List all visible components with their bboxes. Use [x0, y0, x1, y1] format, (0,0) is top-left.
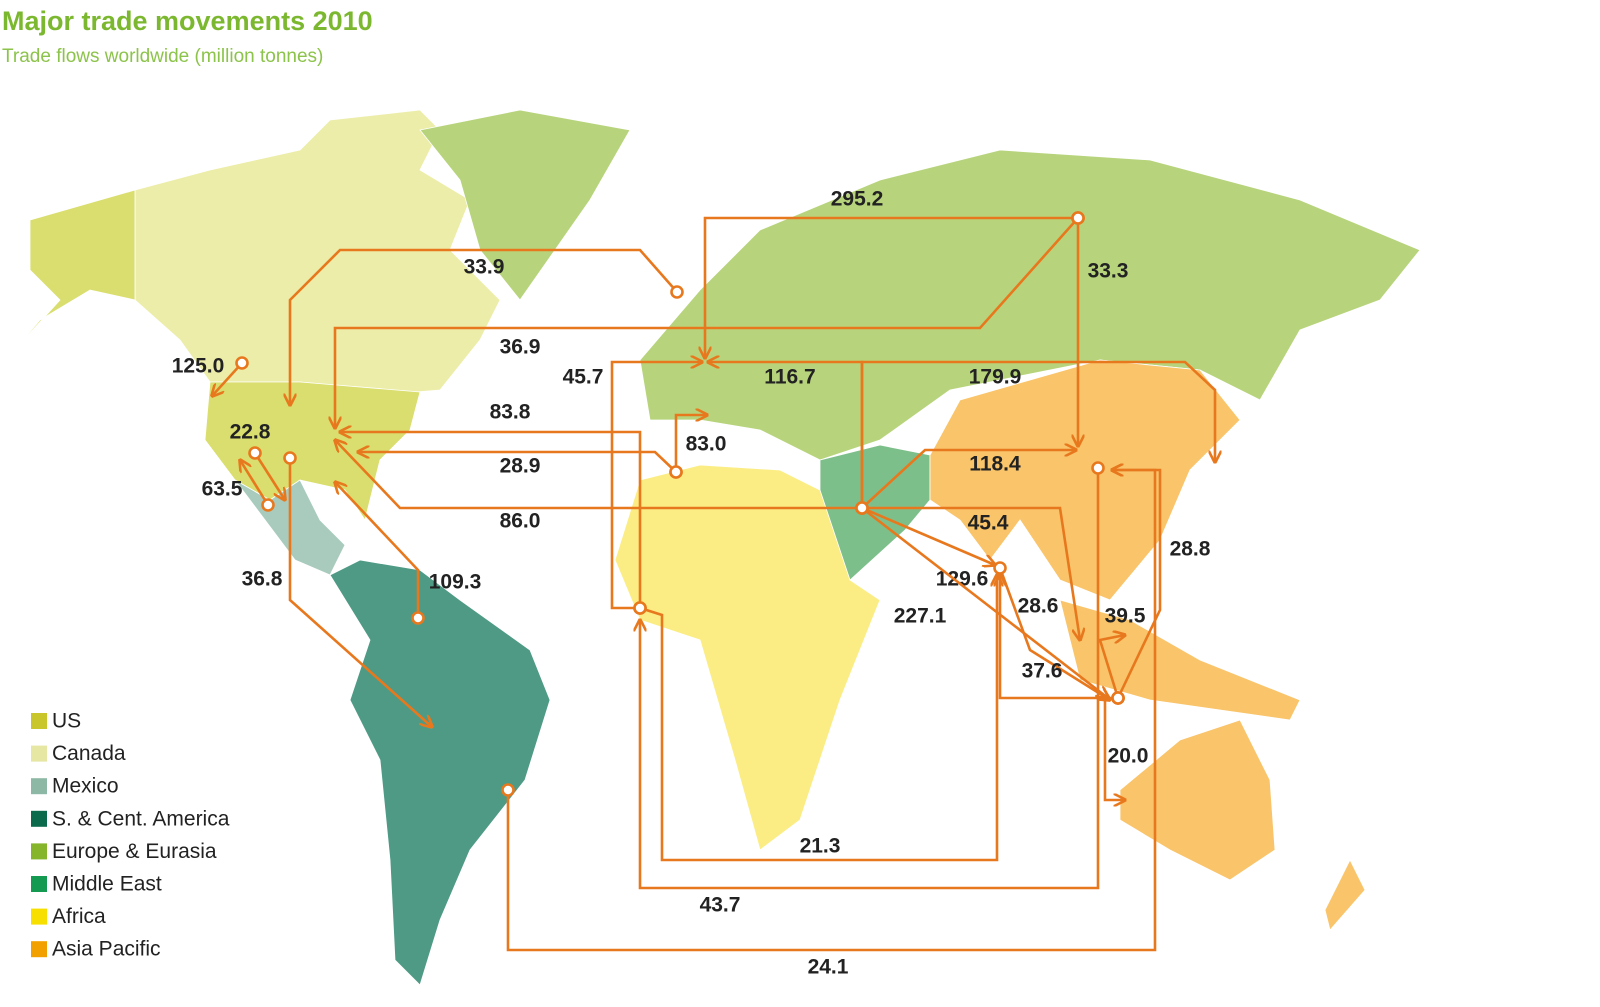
flow-origin	[248, 446, 262, 460]
flow-label: 109.3	[429, 571, 482, 594]
legend-label: Asia Pacific	[52, 938, 161, 961]
flow-arrow	[610, 362, 702, 610]
flow-label: 45.4	[968, 512, 1009, 535]
flow-label: 36.9	[500, 336, 541, 359]
subtitle: Trade flows worldwide (million tonnes)	[2, 46, 323, 67]
title: Major trade movements 2010	[2, 6, 373, 36]
flow-arrow	[862, 506, 1080, 640]
flow-arrow	[861, 450, 1076, 509]
flow-label: 33.9	[464, 256, 505, 279]
flow-label: 118.4	[969, 453, 1021, 476]
flow-arrow	[998, 567, 1110, 700]
flow-label: 86.0	[500, 510, 541, 533]
flow-arrow	[240, 460, 270, 506]
flow-arrow	[253, 452, 285, 500]
flow-arrow	[358, 452, 677, 473]
flow-origin	[633, 601, 647, 615]
flow-origin	[1071, 211, 1085, 225]
flow-label: 20.0	[1108, 745, 1149, 768]
flow-label: 22.8	[230, 421, 271, 444]
flow-label: 21.3	[800, 835, 841, 858]
flow-arrow	[1098, 635, 1125, 699]
flow-label: 83.0	[686, 433, 727, 456]
flow-label: 129.6	[936, 568, 989, 591]
flow-arrow	[860, 360, 1215, 508]
flow-arrow	[340, 432, 642, 608]
flow-arrow	[288, 458, 432, 727]
flow-label: 24.1	[808, 956, 849, 979]
flow-origin	[669, 465, 683, 479]
flow-arrow	[674, 415, 707, 472]
flow-label: 36.8	[242, 568, 283, 591]
legend-swatch	[31, 713, 47, 729]
flow-label: 83.8	[490, 401, 531, 424]
flow-origin	[1111, 691, 1125, 705]
legend-swatch	[31, 778, 47, 795]
legend-swatch	[31, 745, 47, 762]
legend: US Canada Mexico S. & Cent. America Europe &…	[31, 710, 230, 961]
flow-label: 39.5	[1105, 605, 1146, 628]
legend-swatch	[31, 810, 47, 827]
legend-swatch	[31, 843, 47, 860]
flow-arrow	[861, 506, 1108, 698]
flow-arrow	[861, 506, 995, 565]
flow-label: 43.7	[700, 894, 741, 917]
flow-origin	[501, 783, 515, 797]
flow-origin	[993, 561, 1007, 575]
flow-label: 45.7	[563, 366, 604, 389]
flow-arrow	[335, 440, 862, 510]
legend-label: US	[52, 710, 81, 733]
australia	[1119, 719, 1276, 881]
flow-arrow	[640, 468, 1100, 890]
legend-label: Canada	[52, 742, 126, 765]
flow-arrow	[506, 470, 1157, 952]
legend-swatch	[31, 908, 47, 925]
southeast-asia	[1059, 599, 1301, 721]
flow-origin	[283, 451, 297, 465]
flow-arrow	[212, 362, 243, 396]
flow-origin	[670, 285, 684, 299]
legend-swatch	[31, 876, 47, 892]
flow-arrow	[639, 575, 997, 862]
legend-swatch	[31, 941, 47, 958]
flows: 295.2 33.3 36.9 33.9 125.0 22.8 63.5 36.8 109.3 8…	[172, 188, 1215, 979]
flow-label: 37.6	[1022, 660, 1063, 683]
flow-origin	[1091, 461, 1105, 475]
flow-label: 227.1	[894, 605, 947, 628]
flow-label: 28.9	[500, 455, 541, 478]
flow-label: 116.7	[764, 366, 815, 389]
flow-label: 63.5	[202, 478, 243, 501]
flow-label: 295.2	[831, 188, 884, 211]
eurasia	[639, 149, 1421, 461]
flow-label: 28.8	[1170, 538, 1211, 561]
flow-label: 125.0	[172, 355, 225, 378]
flow-arrow	[1000, 575, 1118, 700]
flow-origin	[411, 611, 425, 625]
flow-arrow	[290, 248, 678, 405]
legend-label: Africa	[52, 905, 106, 928]
legend-label: Europe & Eurasia	[52, 840, 217, 863]
flow-origin	[261, 498, 275, 512]
land	[9, 109, 1421, 986]
legend-label: Middle East	[52, 873, 162, 896]
flow-arrow	[705, 216, 1078, 358]
south-america	[329, 559, 551, 986]
new-zealand	[1324, 859, 1366, 931]
alaska	[9, 189, 136, 356]
asia	[929, 359, 1241, 601]
flow-origin	[235, 356, 249, 370]
flow-origin	[855, 501, 869, 515]
legend-label: Mexico	[52, 775, 119, 798]
flow-label: 179.9	[969, 366, 1022, 389]
flow-label: 33.3	[1088, 260, 1129, 283]
flow-arrow	[335, 217, 1079, 428]
flow-arrow	[335, 482, 420, 618]
africa	[614, 464, 881, 851]
flow-label: 28.6	[1018, 595, 1059, 618]
legend-label: S. & Cent. America	[52, 807, 230, 830]
